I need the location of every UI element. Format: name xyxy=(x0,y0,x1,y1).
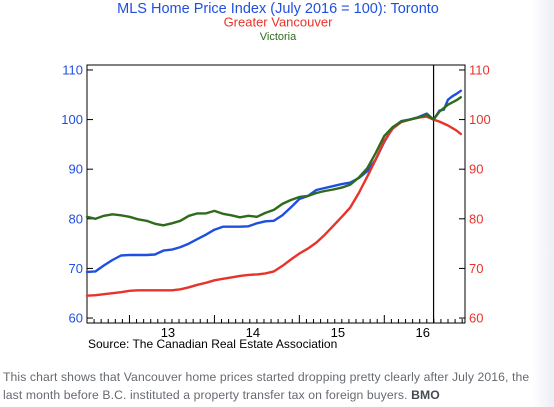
y-tick-label-right-100: 100 xyxy=(469,112,491,127)
caption-credit: BMO xyxy=(411,388,440,402)
caption-text: This chart shows that Vancouver home pri… xyxy=(3,370,530,402)
series-lines xyxy=(85,89,462,297)
chart-caption: This chart shows that Vancouver home pri… xyxy=(3,368,551,404)
x-tick-label-14: 14 xyxy=(246,325,260,340)
x-tick-label-13: 13 xyxy=(161,325,175,340)
y-tick-label-left-70: 70 xyxy=(69,261,83,276)
x-tick-label-15: 15 xyxy=(331,325,345,340)
y-tick-label-left-60: 60 xyxy=(69,311,83,326)
chart: MLS Home Price Index (July 2016 = 100): … xyxy=(61,1,490,351)
page-edge-shade xyxy=(532,0,554,407)
y-tick-label-right-90: 90 xyxy=(469,162,483,177)
chart-subtitle-vancouver: Greater Vancouver xyxy=(224,15,334,30)
chart-title: MLS Home Price Index (July 2016 = 100): … xyxy=(117,1,439,17)
chart-subtitle-victoria: Victoria xyxy=(260,31,297,43)
chart-source: Source: The Canadian Real Estate Associa… xyxy=(88,337,337,351)
y-tick-label-left-80: 80 xyxy=(69,211,83,226)
plot-frame xyxy=(86,64,466,324)
y-tick-label-left-110: 110 xyxy=(62,62,83,77)
y-tick-label-right-70: 70 xyxy=(469,261,483,276)
x-tick-label-16: 16 xyxy=(416,325,430,340)
y-tick-label-right-80: 80 xyxy=(469,211,483,226)
y-tick-label-right-60: 60 xyxy=(469,311,483,326)
axis-ticks: 60 60 70 70 80 80 90 90 100 100 110 110 13 14 15 16 xyxy=(61,62,490,340)
series-line-victoria xyxy=(85,96,462,227)
y-tick-label-left-90: 90 xyxy=(69,162,83,177)
y-tick-label-right-110: 110 xyxy=(469,62,490,77)
y-tick-label-left-100: 100 xyxy=(61,112,83,127)
